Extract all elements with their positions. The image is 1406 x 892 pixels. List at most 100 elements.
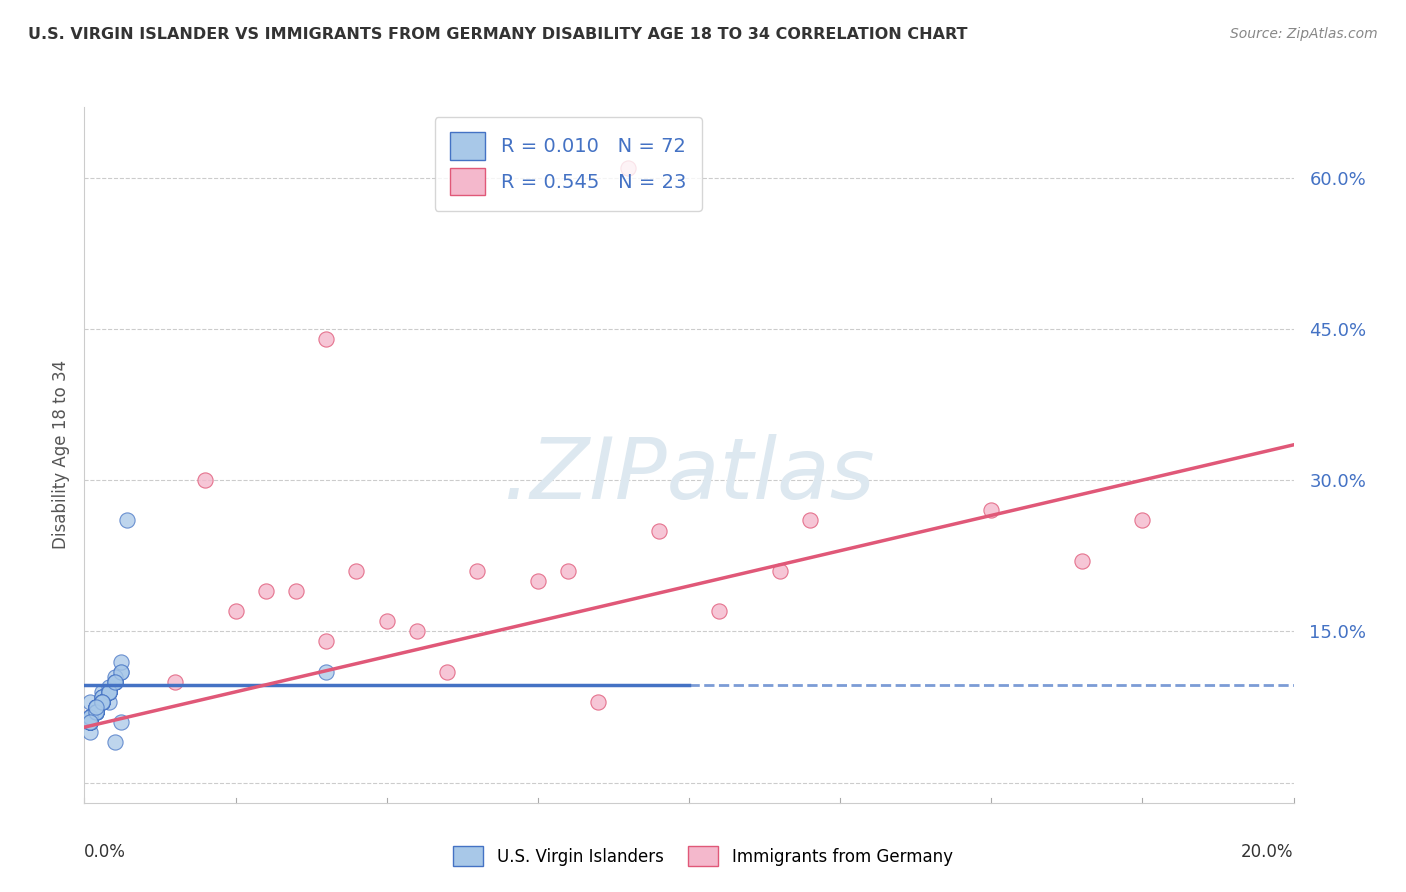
Point	[86, 700, 108, 714]
Point	[315, 332, 337, 346]
Point	[79, 715, 101, 730]
Point	[526, 574, 548, 588]
Point	[104, 674, 127, 689]
Point	[91, 695, 114, 709]
Point	[79, 715, 101, 730]
Point	[163, 674, 186, 689]
Point	[79, 710, 101, 724]
Point	[86, 700, 108, 714]
Point	[91, 695, 114, 709]
Point	[115, 513, 138, 527]
Point	[79, 715, 101, 730]
Point	[86, 700, 108, 714]
Point	[91, 690, 114, 704]
Point	[91, 695, 114, 709]
Point	[588, 695, 610, 709]
Point	[86, 705, 108, 719]
Point	[86, 705, 108, 719]
Point	[86, 700, 108, 714]
Point	[86, 705, 108, 719]
Point	[97, 685, 120, 699]
Point	[86, 705, 108, 719]
Point	[104, 674, 127, 689]
Point	[91, 690, 114, 704]
Point	[91, 695, 114, 709]
Point	[436, 665, 458, 679]
Point	[346, 564, 368, 578]
Text: U.S. VIRGIN ISLANDER VS IMMIGRANTS FROM GERMANY DISABILITY AGE 18 TO 34 CORRELAT: U.S. VIRGIN ISLANDER VS IMMIGRANTS FROM …	[28, 27, 967, 42]
Point	[97, 685, 120, 699]
Point	[980, 503, 1002, 517]
Text: Source: ZipAtlas.com: Source: ZipAtlas.com	[1230, 27, 1378, 41]
Point	[406, 624, 429, 639]
Legend: U.S. Virgin Islanders, Immigrants from Germany: U.S. Virgin Islanders, Immigrants from G…	[444, 838, 962, 875]
Point	[557, 564, 579, 578]
Point	[86, 705, 108, 719]
Point	[79, 715, 101, 730]
Point	[97, 685, 120, 699]
Point	[91, 695, 114, 709]
Point	[91, 695, 114, 709]
Legend: R = 0.010   N = 72, R = 0.545   N = 23: R = 0.010 N = 72, R = 0.545 N = 23	[434, 117, 702, 211]
Point	[79, 715, 101, 730]
Point	[79, 710, 101, 724]
Point	[1130, 513, 1153, 527]
Point	[709, 604, 731, 618]
Point	[97, 685, 120, 699]
Point	[86, 705, 108, 719]
Text: .ZIPatlas: .ZIPatlas	[503, 434, 875, 517]
Point	[617, 161, 640, 175]
Point	[254, 584, 277, 599]
Text: 20.0%: 20.0%	[1241, 843, 1294, 861]
Point	[315, 665, 337, 679]
Point	[110, 655, 132, 669]
Point	[104, 674, 127, 689]
Point	[79, 710, 101, 724]
Point	[86, 705, 108, 719]
Point	[194, 473, 217, 487]
Y-axis label: Disability Age 18 to 34: Disability Age 18 to 34	[52, 360, 70, 549]
Point	[110, 665, 132, 679]
Point	[104, 670, 127, 684]
Point	[104, 674, 127, 689]
Point	[110, 665, 132, 679]
Point	[647, 524, 671, 538]
Point	[97, 685, 120, 699]
Point	[91, 695, 114, 709]
Point	[86, 705, 108, 719]
Point	[86, 705, 108, 719]
Point	[79, 725, 101, 739]
Point	[91, 685, 114, 699]
Point	[375, 615, 398, 629]
Point	[79, 715, 101, 730]
Point	[104, 674, 127, 689]
Point	[86, 705, 108, 719]
Point	[225, 604, 247, 618]
Text: 0.0%: 0.0%	[84, 843, 127, 861]
Point	[86, 700, 108, 714]
Point	[769, 564, 792, 578]
Point	[284, 584, 308, 599]
Point	[91, 695, 114, 709]
Point	[97, 685, 120, 699]
Point	[79, 710, 101, 724]
Point	[79, 715, 101, 730]
Point	[110, 715, 132, 730]
Point	[79, 695, 101, 709]
Point	[799, 513, 821, 527]
Point	[97, 680, 120, 694]
Point	[467, 564, 489, 578]
Point	[79, 715, 101, 730]
Point	[86, 705, 108, 719]
Point	[1071, 554, 1094, 568]
Point	[79, 715, 101, 730]
Point	[86, 705, 108, 719]
Point	[91, 695, 114, 709]
Point	[315, 634, 337, 648]
Point	[91, 690, 114, 704]
Point	[91, 695, 114, 709]
Point	[97, 685, 120, 699]
Point	[79, 710, 101, 724]
Point	[79, 715, 101, 730]
Point	[104, 735, 127, 749]
